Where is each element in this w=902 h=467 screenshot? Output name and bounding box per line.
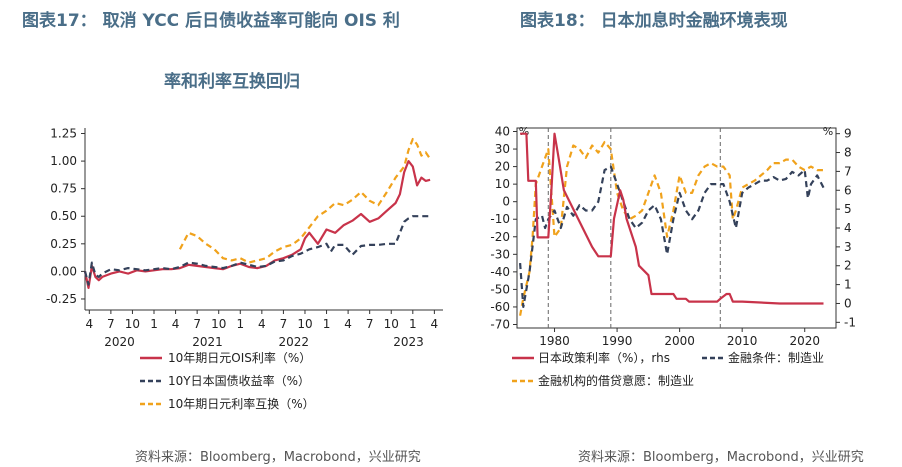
right-right-y-tick-label: 2 bbox=[844, 259, 852, 273]
left-series-line-2 bbox=[178, 137, 432, 264]
left-x-tick-label: 7 bbox=[280, 317, 288, 331]
right-right-y-tick-label: 0 bbox=[844, 296, 852, 310]
right-chart-title: 图表18： 日本加息时金融环境表现 bbox=[520, 11, 788, 31]
right-left-y-tick-label: -70 bbox=[490, 317, 510, 331]
left-x-tick-label: 7 bbox=[107, 317, 115, 331]
right-right-y-tick-label: -1 bbox=[844, 315, 856, 329]
left-x-year-label: 2020 bbox=[104, 335, 135, 349]
left-x-tick-label: 1 bbox=[409, 317, 417, 331]
left-legend-label: 10年期日元利率互换（%） bbox=[168, 396, 315, 411]
left-chart-title-line1: 图表17： 取消 YCC 后日债收益率可能向 OIS 利 bbox=[22, 11, 400, 31]
left-y-tick-label: 0.50 bbox=[50, 209, 77, 223]
left-x-tick-label: 1 bbox=[150, 317, 158, 331]
right-right-y-tick-label: 6 bbox=[844, 183, 852, 197]
right-right-y-tick-label: 8 bbox=[844, 146, 852, 160]
left-x-year-label: 2022 bbox=[278, 335, 309, 349]
right-right-y-tick-label: 5 bbox=[844, 202, 852, 216]
left-x-tick-label: 4 bbox=[258, 317, 266, 331]
right-right-y-tick-label: 1 bbox=[844, 278, 852, 292]
right-legend-label: 日本政策利率（%），rhs bbox=[538, 350, 670, 365]
right-left-y-tick-label: -30 bbox=[490, 247, 510, 261]
right-left-y-tick-label: 10 bbox=[495, 177, 510, 191]
right-legend-label: 金融机构的借贷意愿：制造业 bbox=[538, 373, 694, 388]
left-y-tick-label: -0.25 bbox=[46, 292, 77, 306]
left-x-year-label: 2021 bbox=[192, 335, 223, 349]
left-legend-label: 10年期日元OIS利率（%） bbox=[168, 350, 311, 365]
right-left-y-tick-label: -20 bbox=[490, 230, 510, 244]
left-y-tick-label: 0.25 bbox=[50, 237, 77, 251]
left-series-line-1 bbox=[83, 215, 431, 286]
left-x-tick-label: 7 bbox=[193, 317, 201, 331]
right-legend-label: 金融条件：制造业 bbox=[728, 350, 824, 365]
right-left-axis-unit: % bbox=[519, 125, 529, 138]
right-left-y-tick-label: 20 bbox=[495, 160, 510, 174]
right-series-line-1 bbox=[519, 165, 825, 308]
right-right-y-tick-label: 7 bbox=[844, 164, 852, 178]
right-chart: 403020100-10-20-30-40-50-60-709876543210… bbox=[490, 125, 856, 388]
left-x-tick-label: 7 bbox=[366, 317, 374, 331]
right-left-y-tick-label: -10 bbox=[490, 212, 510, 226]
right-left-y-tick-label: 40 bbox=[495, 125, 510, 139]
left-chart-source: 资料来源：Bloomberg，Macrobond，兴业研究 bbox=[135, 450, 421, 465]
right-left-y-tick-label: -40 bbox=[490, 265, 510, 279]
left-x-tick-label: 10 bbox=[211, 317, 226, 331]
left-chart: -0.250.000.250.500.751.001.254 7 10 1 4 7 10 1 4… bbox=[46, 127, 443, 411]
right-right-axis-unit: % bbox=[823, 125, 833, 138]
left-y-tick-label: 1.00 bbox=[50, 154, 77, 168]
left-y-tick-label: 0.00 bbox=[50, 264, 77, 278]
left-x-tick-label: 10 bbox=[125, 317, 140, 331]
right-x-tick-label: 2020 bbox=[789, 334, 820, 348]
right-x-tick-label: 2000 bbox=[664, 334, 695, 348]
right-series-line-2 bbox=[519, 140, 824, 316]
right-x-tick-label: 1980 bbox=[539, 334, 570, 348]
left-x-tick-label: 1 bbox=[323, 317, 331, 331]
right-left-y-tick-label: -50 bbox=[490, 282, 510, 296]
left-y-tick-label: 0.75 bbox=[50, 182, 77, 196]
right-right-y-tick-label: 4 bbox=[844, 221, 852, 235]
right-right-y-tick-label: 3 bbox=[844, 240, 852, 254]
left-x-year-label: 2023 bbox=[393, 335, 424, 349]
left-x-tick-label: 10 bbox=[297, 317, 312, 331]
left-legend-label: 10Y日本国债收益率（%） bbox=[168, 373, 310, 388]
right-right-y-tick-label: 9 bbox=[844, 127, 852, 141]
right-left-y-tick-label: 30 bbox=[495, 142, 510, 156]
left-chart-title-line2: 率和利率互换回归 bbox=[164, 72, 300, 92]
left-x-tick-label: 1 bbox=[236, 317, 244, 331]
right-series-line-0 bbox=[520, 132, 824, 305]
left-y-tick-label: 1.25 bbox=[50, 127, 77, 141]
right-left-y-tick-label: -60 bbox=[490, 300, 510, 314]
left-x-tick-label: 4 bbox=[431, 317, 439, 331]
right-left-y-tick-label: 0 bbox=[502, 195, 510, 209]
left-x-tick-label: 4 bbox=[85, 317, 93, 331]
left-series-line-0 bbox=[83, 160, 431, 289]
left-x-tick-label: 4 bbox=[344, 317, 352, 331]
right-x-tick-label: 1990 bbox=[602, 334, 633, 348]
right-chart-source: 资料来源：Bloomberg，Macrobond，兴业研究 bbox=[578, 450, 864, 465]
left-x-tick-label: 10 bbox=[384, 317, 399, 331]
left-x-tick-label: 4 bbox=[172, 317, 180, 331]
right-x-tick-label: 2010 bbox=[727, 334, 758, 348]
